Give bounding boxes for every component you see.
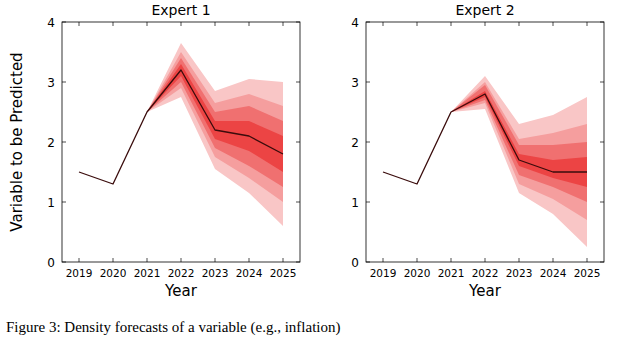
y-tick-label: 3 [351,76,359,90]
x-tick [519,22,520,26]
x-tick [451,22,452,26]
x-tick-label: 2019 [66,267,93,279]
chart-title: Expert 2 [455,2,514,18]
x-tick [417,258,418,262]
x-tick [383,22,384,26]
y-tick-label: 0 [351,256,359,270]
x-tick [147,22,148,26]
x-tick [383,258,384,262]
y-tick [600,142,604,143]
x-tick-label: 2024 [236,267,263,279]
x-tick [587,258,588,262]
x-tick [485,22,486,26]
chart-title: Expert 1 [151,2,210,18]
y-tick-label: 3 [47,76,55,90]
x-tick-label: 2020 [404,267,431,279]
x-tick [181,22,182,26]
x-tick-label: 2025 [574,267,601,279]
density-band [451,85,587,202]
x-tick [553,22,554,26]
x-tick [79,258,80,262]
plot-area [383,76,587,247]
y-tick-label: 1 [47,196,55,210]
x-tick [587,22,588,26]
chart: 2019 2020 2021 2022 2023 2024 2025 0 1 2 3 4 Expert … [351,2,604,300]
y-tick [366,202,370,203]
y-tick-label: 1 [351,196,359,210]
median-line [79,70,283,184]
x-tick [485,258,486,262]
x-tick-label: 2021 [134,267,161,279]
y-tick [600,262,604,263]
x-tick [249,258,250,262]
y-tick [600,202,604,203]
x-tick [113,22,114,26]
y-tick [62,22,66,23]
y-tick-label: 4 [47,16,55,30]
y-tick [62,142,66,143]
y-tick [62,262,66,263]
x-tick-label: 2022 [472,267,499,279]
x-tick-label: 2019 [370,267,397,279]
x-tick-label: 2023 [506,267,533,279]
plot-area [79,43,283,226]
x-tick-label: 2020 [100,267,127,279]
figure: 2019 2020 2021 2022 2023 2024 2025 0 1 2 3 4 Expert … [0,0,640,341]
x-tick [215,258,216,262]
y-tick-label: 2 [351,136,359,150]
density-band [451,82,587,220]
y-tick-label: 2 [47,136,55,150]
density-band [147,52,283,202]
x-tick [249,22,250,26]
x-tick [79,22,80,26]
caption: Figure 3: Density forecasts of a variabl… [6,319,340,336]
x-axis-label: Year [164,282,198,300]
y-tick [62,202,66,203]
y-tick [296,202,300,203]
y-tick-label: 0 [47,256,55,270]
x-tick [283,258,284,262]
x-tick-label: 2022 [168,267,195,279]
y-tick [366,82,370,83]
x-tick [215,22,216,26]
y-tick-label: 4 [351,16,359,30]
x-tick-label: 2023 [202,267,229,279]
x-tick [417,22,418,26]
y-axis-label: Variable to be Predicted [8,52,26,231]
chart: 2019 2020 2021 2022 2023 2024 2025 0 1 2 3 4 Expert … [8,2,300,300]
median-line [383,94,587,184]
density-band [147,64,283,172]
y-tick [600,22,604,23]
y-tick [366,142,370,143]
y-tick [366,22,370,23]
x-tick [283,22,284,26]
x-tick [181,258,182,262]
frame [62,22,300,262]
x-tick [113,258,114,262]
y-tick [600,82,604,83]
x-tick-label: 2024 [540,267,567,279]
y-tick [62,82,66,83]
x-tick-label: 2025 [270,267,297,279]
y-tick [296,22,300,23]
y-tick [296,82,300,83]
density-band [147,43,283,226]
frame [366,22,604,262]
x-tick-label: 2021 [438,267,465,279]
y-tick [366,262,370,263]
x-axis-label: Year [468,282,502,300]
x-tick [451,258,452,262]
y-tick [296,142,300,143]
y-tick [296,262,300,263]
density-band [147,58,283,187]
x-tick [147,258,148,262]
x-tick [519,258,520,262]
x-tick [553,258,554,262]
